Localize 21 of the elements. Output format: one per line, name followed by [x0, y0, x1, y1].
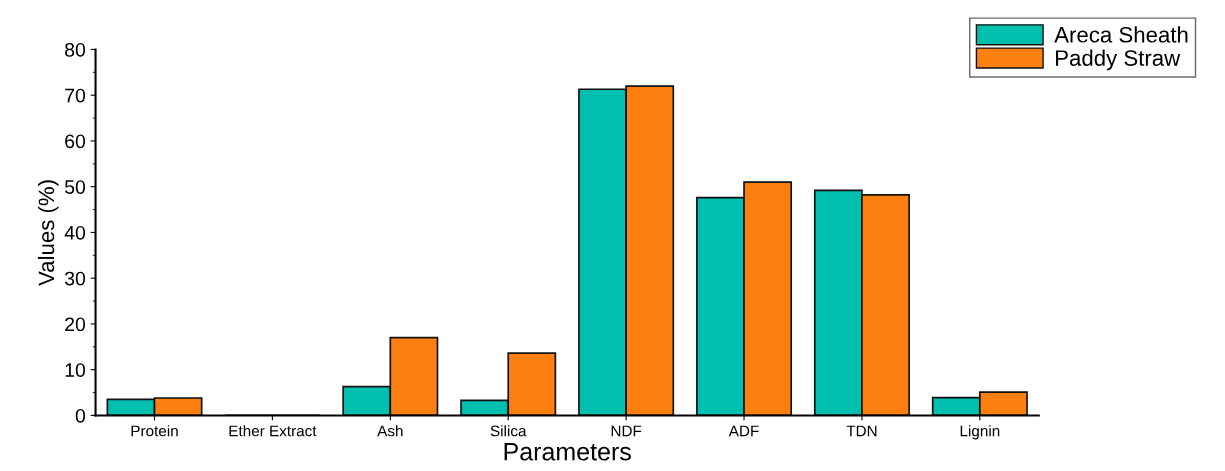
y-tick-label: 60: [65, 134, 86, 149]
y-tick-label: 70: [65, 88, 86, 103]
y-tick-label: 20: [65, 317, 86, 332]
x-tick-label: TDN: [846, 425, 877, 437]
y-tick-label: 30: [64, 271, 86, 286]
y-axis-title: Values (%): [37, 180, 59, 286]
x-tick-label: NDF: [611, 425, 642, 437]
y-tick-label: 0: [75, 408, 86, 423]
legend-label: Paddy Straw: [1056, 49, 1181, 71]
x-tick-label: Silica: [490, 425, 527, 437]
x-tick-label: Protein: [131, 425, 178, 437]
y-tick-label: 80: [65, 42, 86, 57]
x-tick-label: Ether Extract: [229, 425, 317, 437]
y-tick-label: 10: [65, 363, 86, 377]
x-tick-label: ADF: [728, 425, 759, 437]
x-axis-title: Parameters: [504, 443, 631, 461]
y-tick-label: 50: [64, 180, 86, 194]
x-tick-label: Lignin: [960, 425, 1000, 440]
x-tick-label: Ash: [377, 425, 403, 437]
y-tick-label: 40: [64, 225, 86, 240]
legend-label: Areca Sheath: [1054, 26, 1188, 43]
